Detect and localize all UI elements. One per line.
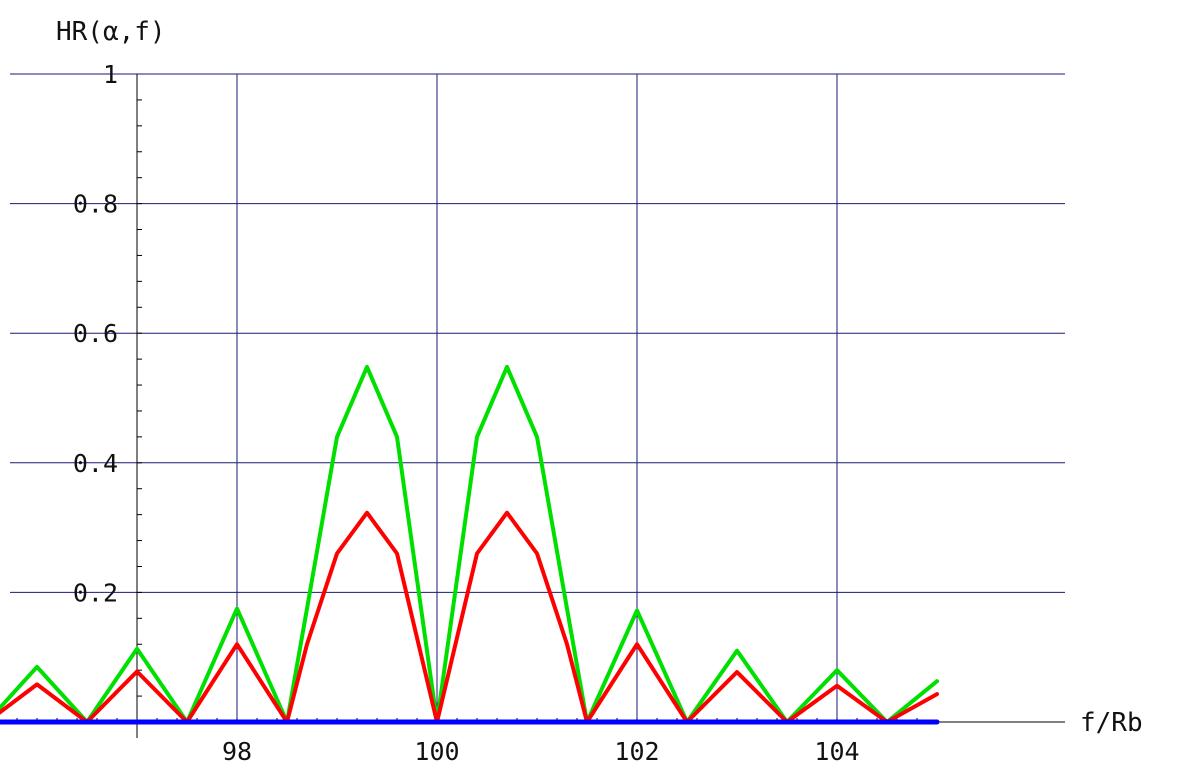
- series-line: [0, 510, 939, 724]
- axes: 0.2 0.4 0.6 0.8 1 98 100 102 104: [10, 60, 1065, 766]
- labels: HR(α,f) f/Rb: [56, 17, 1143, 738]
- y-tick-label: 0.4: [73, 449, 118, 478]
- y-tick-label: 0.6: [73, 319, 118, 348]
- x-axis-label: f/Rb: [1080, 708, 1143, 738]
- grid: [10, 73, 1065, 722]
- x-tick-label: 100: [414, 737, 459, 766]
- series-line: [0, 364, 939, 724]
- y-tick-label: 0.8: [73, 190, 118, 219]
- x-tick-label: 102: [614, 737, 659, 766]
- series-group: [0, 364, 940, 725]
- y-tick-label: 0.2: [73, 578, 118, 607]
- x-tick-label: 104: [814, 737, 859, 766]
- y-tick-label: 1: [103, 60, 118, 89]
- x-tick-label: 98: [222, 737, 252, 766]
- y-axis-label: HR(α,f): [56, 17, 166, 47]
